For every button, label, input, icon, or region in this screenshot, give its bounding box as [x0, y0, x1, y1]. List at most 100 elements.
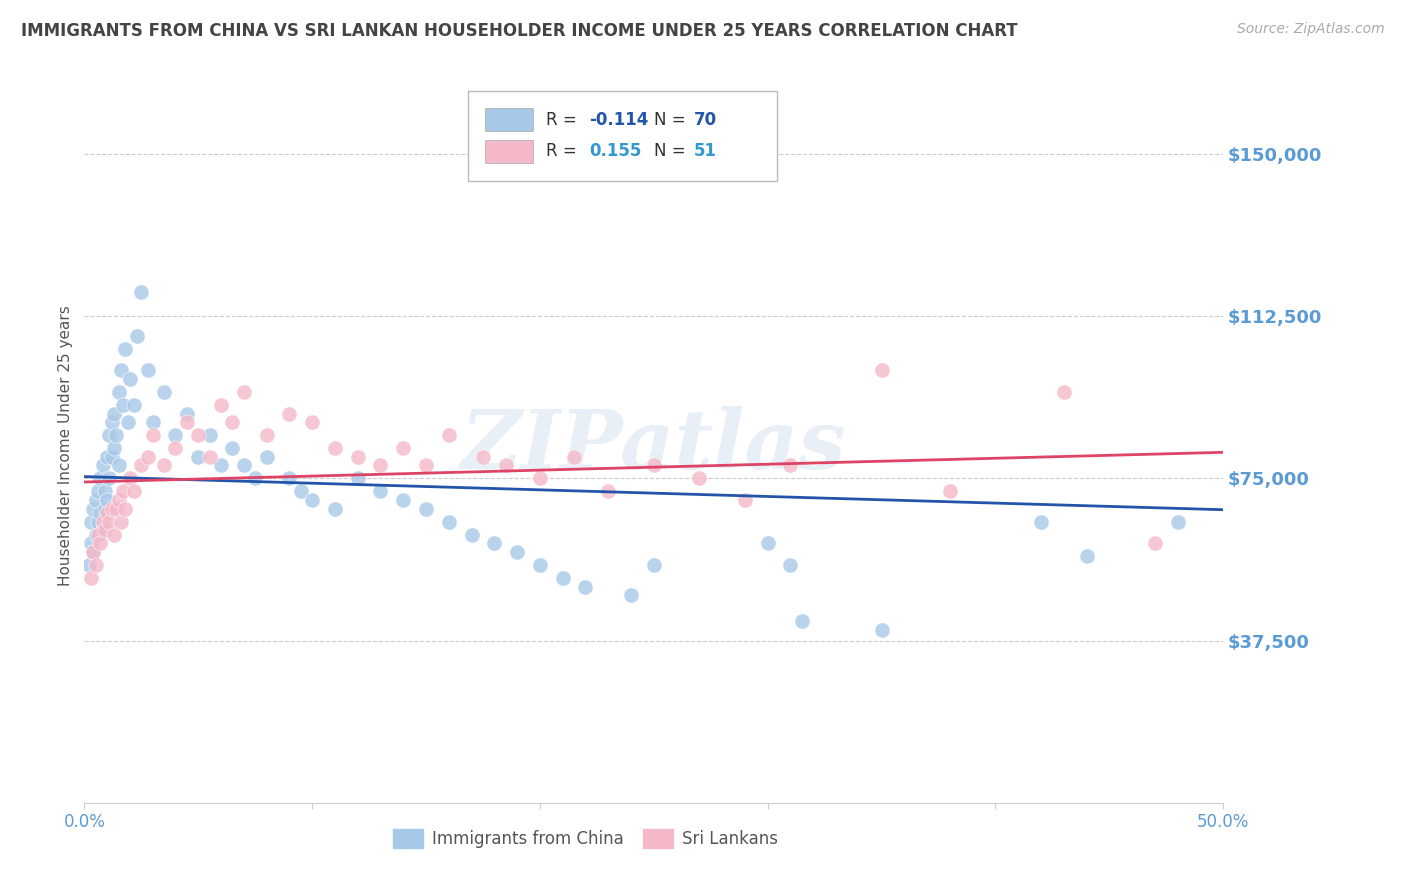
Point	[278, 471, 301, 485]
Point	[562, 450, 585, 464]
Point	[98, 471, 121, 485]
Point	[84, 527, 107, 541]
Point	[84, 558, 107, 572]
Point	[96, 450, 118, 464]
Point	[346, 471, 368, 485]
Point	[176, 407, 198, 421]
Point	[790, 614, 813, 628]
Text: IMMIGRANTS FROM CHINA VS SRI LANKAN HOUSEHOLDER INCOME UNDER 25 YEARS CORRELATIO: IMMIGRANTS FROM CHINA VS SRI LANKAN HOUS…	[21, 22, 1018, 40]
Point	[460, 527, 482, 541]
Point	[221, 441, 243, 455]
Point	[415, 501, 437, 516]
Point	[176, 415, 198, 429]
Text: N =: N =	[654, 143, 690, 161]
Point	[1029, 515, 1052, 529]
Point	[346, 450, 368, 464]
Point	[165, 428, 187, 442]
Point	[82, 545, 104, 559]
Text: Source: ZipAtlas.com: Source: ZipAtlas.com	[1237, 22, 1385, 37]
Point	[105, 428, 128, 442]
Point	[136, 363, 159, 377]
Point	[87, 515, 110, 529]
Point	[105, 501, 128, 516]
Point	[1167, 515, 1189, 529]
Point	[96, 493, 118, 508]
Point	[688, 471, 710, 485]
Point	[98, 515, 121, 529]
Point	[142, 415, 165, 429]
Point	[96, 506, 118, 520]
Text: 51: 51	[693, 143, 717, 161]
Point	[256, 428, 278, 442]
Point	[100, 501, 122, 516]
Point	[103, 527, 125, 541]
Point	[165, 441, 187, 455]
Point	[392, 493, 415, 508]
Text: R =: R =	[546, 111, 582, 128]
Point	[153, 384, 176, 399]
FancyBboxPatch shape	[485, 109, 533, 131]
Point	[87, 484, 110, 499]
Point	[495, 458, 517, 473]
Point	[103, 407, 125, 421]
Point	[94, 501, 117, 516]
Point	[370, 484, 392, 499]
Point	[245, 471, 267, 485]
Point	[131, 285, 153, 300]
Point	[89, 506, 111, 520]
Point	[301, 415, 323, 429]
Point	[1053, 384, 1076, 399]
Point	[415, 458, 437, 473]
Point	[256, 450, 278, 464]
Point	[77, 558, 100, 572]
Point	[598, 484, 620, 499]
Point	[301, 493, 323, 508]
Point	[100, 450, 122, 464]
Point	[323, 441, 346, 455]
Point	[643, 458, 665, 473]
Point	[136, 450, 159, 464]
Point	[94, 524, 117, 538]
FancyBboxPatch shape	[468, 91, 776, 180]
Point	[290, 484, 312, 499]
Point	[187, 450, 209, 464]
Text: ZIPatlas: ZIPatlas	[461, 406, 846, 486]
Point	[1076, 549, 1098, 564]
Point	[392, 441, 415, 455]
Text: 0.155: 0.155	[589, 143, 641, 161]
Point	[112, 484, 135, 499]
Point	[551, 571, 574, 585]
Point	[870, 623, 893, 637]
Point	[278, 407, 301, 421]
Point	[529, 471, 551, 485]
Point	[112, 398, 135, 412]
Y-axis label: Householder Income Under 25 years: Householder Income Under 25 years	[58, 306, 73, 586]
Point	[114, 501, 136, 516]
Point	[574, 580, 596, 594]
Point	[118, 471, 141, 485]
Point	[80, 515, 103, 529]
Point	[107, 458, 129, 473]
Point	[89, 471, 111, 485]
Point	[198, 428, 221, 442]
Point	[91, 524, 114, 538]
Text: 70: 70	[693, 111, 717, 128]
Point	[472, 450, 495, 464]
Point	[107, 493, 129, 508]
Point	[87, 527, 110, 541]
Point	[484, 536, 506, 550]
Point	[80, 571, 103, 585]
Point	[187, 428, 209, 442]
Point	[506, 545, 529, 559]
Point	[232, 458, 254, 473]
Point	[110, 363, 132, 377]
Point	[153, 458, 176, 473]
Point	[94, 484, 117, 499]
Point	[232, 384, 254, 399]
Point	[198, 450, 221, 464]
Point	[370, 458, 392, 473]
Point	[91, 515, 114, 529]
Point	[98, 428, 121, 442]
Point	[107, 384, 129, 399]
Point	[131, 458, 153, 473]
